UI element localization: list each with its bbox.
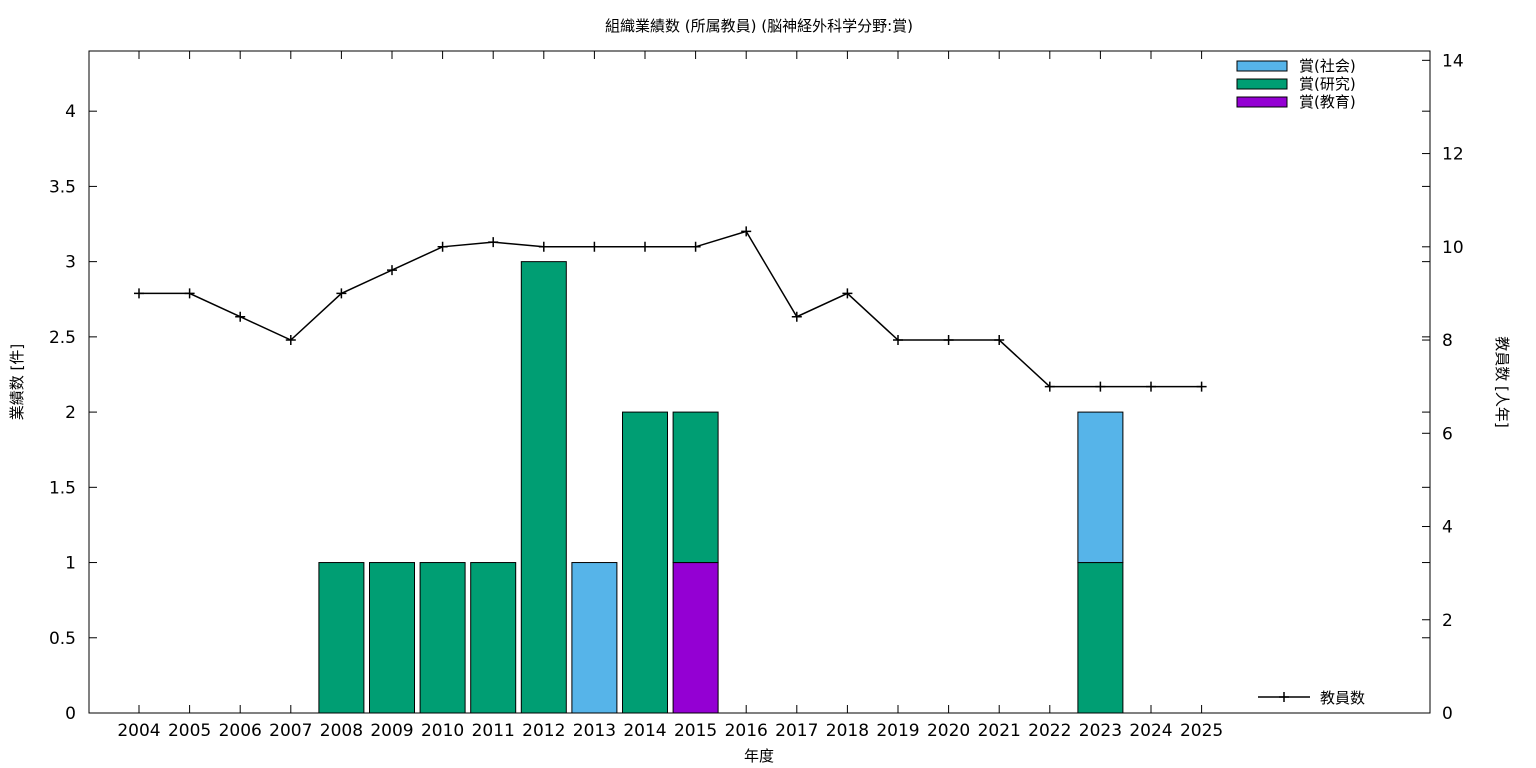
line-point-marker	[437, 241, 448, 252]
bar-segment	[369, 562, 415, 714]
y-tick-label: 3.5	[49, 177, 76, 197]
line-point-marker	[994, 335, 1005, 346]
right-axis-ticks: 0 2 4 6 8 10 12 14	[1422, 51, 1464, 724]
y-tick-label: 1	[65, 554, 76, 574]
chart-title: 組織業績数 (所属教員) (脳神経外科学分野:賞)	[605, 17, 913, 35]
x-tick-label: 2022	[1028, 721, 1071, 741]
line-point-marker	[791, 311, 802, 322]
line-point-marker	[538, 241, 549, 252]
legend-label: 賞(社会)	[1299, 57, 1356, 75]
y2-tick-label: 2	[1442, 611, 1453, 631]
line-point-marker	[488, 237, 499, 248]
line-point-marker	[842, 288, 853, 299]
legend-label: 賞(教育)	[1299, 93, 1356, 111]
y2-tick-label: 6	[1442, 424, 1453, 444]
legend: 賞(社会)賞(研究)賞(教育)	[1236, 57, 1356, 111]
x-tick-label: 2011	[472, 721, 515, 741]
line-legend-label: 教員数	[1320, 689, 1365, 707]
y2-tick-label: 12	[1442, 145, 1464, 165]
line-point-marker	[1044, 381, 1055, 392]
x-tick-label: 2025	[1180, 721, 1223, 741]
legend-swatch	[1236, 78, 1288, 90]
y2-tick-label: 4	[1442, 518, 1453, 538]
line-legend-marker	[1279, 692, 1289, 702]
bar-segment	[470, 562, 517, 714]
line-point-marker	[336, 288, 347, 299]
line-path	[139, 230, 1202, 388]
legend-swatch	[1236, 96, 1288, 108]
line-point-marker	[589, 241, 600, 252]
line-point-marker	[387, 265, 397, 276]
bar-segment	[672, 411, 719, 564]
x-tick-label: 2020	[927, 721, 970, 741]
x-axis-ticks: 2004 2005 2006 2007 2008 2009 2010 2011 2012 2013…	[117, 51, 1223, 741]
y2-tick-label: 14	[1442, 51, 1464, 71]
y-tick-label: 1.5	[49, 478, 76, 498]
y-tick-label: 2.5	[49, 328, 76, 348]
line-point-marker	[285, 335, 296, 346]
bar-segment	[622, 411, 668, 714]
bar-segment	[318, 562, 365, 714]
y2-axis-label: 教員数 [人年]	[1493, 336, 1511, 427]
x-tick-label: 2004	[117, 721, 160, 741]
line-series	[134, 226, 1207, 392]
x-tick-label: 2007	[269, 721, 312, 741]
x-tick-label: 2009	[370, 721, 413, 741]
line-legend: 教員数	[1258, 689, 1365, 707]
bar-series	[318, 261, 1124, 714]
x-tick-label: 2023	[1079, 721, 1122, 741]
y-tick-label: 0.5	[49, 629, 76, 649]
plot-area-frame	[88, 50, 1431, 714]
x-tick-label: 2006	[219, 721, 262, 741]
x-tick-label: 2024	[1129, 721, 1172, 741]
x-tick-label: 2012	[522, 721, 565, 741]
x-tick-label: 2016	[725, 721, 768, 741]
x-tick-label: 2018	[826, 721, 869, 741]
line-point-marker	[943, 335, 954, 346]
bar-segment	[672, 562, 719, 714]
y2-tick-label: 8	[1442, 331, 1453, 351]
line-point-marker	[1146, 381, 1156, 392]
y-tick-label: 3	[65, 253, 76, 273]
y2-tick-label: 10	[1442, 238, 1464, 258]
x-tick-label: 2017	[775, 721, 818, 741]
x-tick-label: 2005	[168, 721, 211, 741]
line-point-marker	[640, 241, 650, 252]
line-point-marker	[1095, 381, 1106, 392]
legend-swatch	[1236, 60, 1288, 72]
bar-segment	[419, 562, 466, 714]
x-tick-label: 2015	[674, 721, 717, 741]
line-point-marker	[893, 335, 903, 346]
x-tick-label: 2019	[876, 721, 919, 741]
bar-segment	[1077, 411, 1124, 564]
y-tick-label: 0	[65, 704, 76, 724]
line-point-marker	[134, 288, 144, 299]
x-tick-label: 2021	[978, 721, 1021, 741]
legend-label: 賞(研究)	[1299, 75, 1356, 93]
x-tick-label: 2013	[573, 721, 616, 741]
bar-segment	[571, 562, 618, 714]
line-point-marker	[741, 226, 752, 237]
line-point-marker	[690, 241, 701, 252]
line-point-marker	[235, 311, 246, 322]
y-axis-label: 業績数 [件]	[8, 344, 26, 420]
left-axis-ticks: 0 0.5 1 1.5 2 2.5 3 3.5 4	[49, 102, 1430, 724]
x-tick-label: 2014	[623, 721, 666, 741]
line-point-marker	[1196, 381, 1207, 392]
x-axis-label: 年度	[744, 747, 774, 765]
bar-segment	[1077, 562, 1124, 714]
bar-segment	[520, 261, 567, 714]
x-tick-label: 2008	[320, 721, 363, 741]
y-tick-label: 4	[65, 102, 76, 122]
x-tick-label: 2010	[421, 721, 464, 741]
y2-tick-label: 0	[1442, 704, 1453, 724]
line-point-marker	[184, 288, 195, 299]
y-tick-label: 2	[65, 403, 76, 423]
